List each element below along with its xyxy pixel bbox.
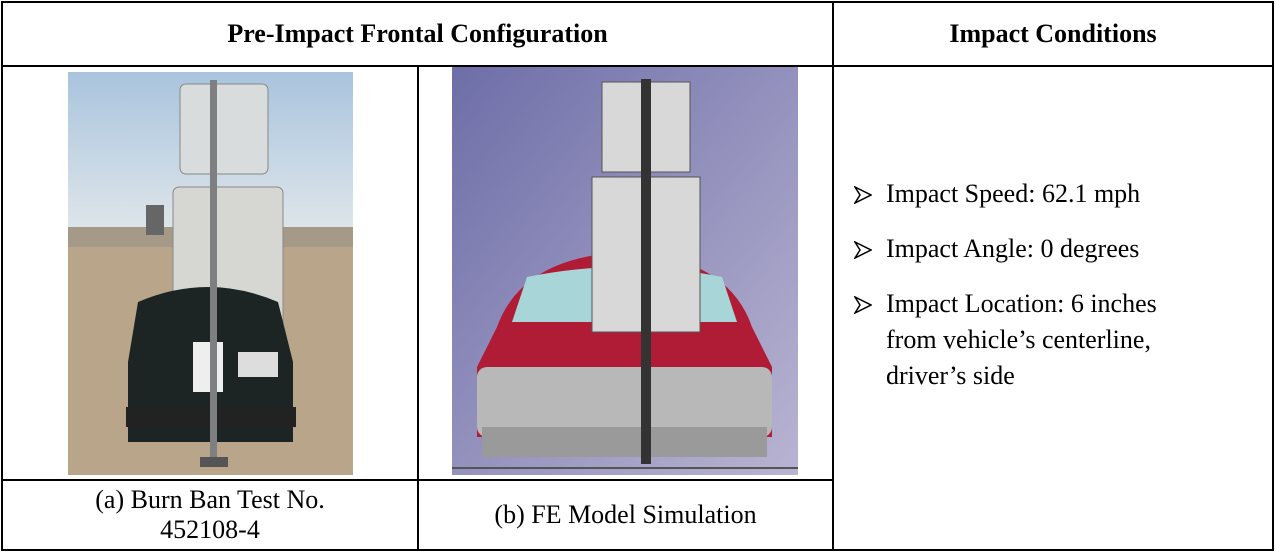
condition-item: Impact Angle: 0 degrees xyxy=(850,231,1250,267)
bullet-arrow xyxy=(854,296,872,314)
condition-text: Impact Speed: 62.1 mph xyxy=(886,179,1141,208)
caption: (a) Burn Ban Test No. 452108-4 xyxy=(3,485,417,545)
border xyxy=(1,65,1274,67)
border xyxy=(1,1,3,551)
header: Pre-Impact Frontal Configuration xyxy=(227,19,608,48)
condition-text: Impact Location: 6 inches from vehicle’s… xyxy=(886,289,1157,390)
condition-item: Impact Speed: 62.1 mph xyxy=(850,176,1250,212)
conditions-list: Impact Speed: 62.1 mph Impact Angle: 0 de… xyxy=(850,176,1250,413)
border xyxy=(417,65,419,551)
border xyxy=(1272,1,1274,551)
border xyxy=(1,1,1274,3)
condition-text: Impact Angle: 0 degrees xyxy=(886,234,1140,263)
header: Impact Conditions xyxy=(949,19,1157,48)
bullet-arrow xyxy=(854,241,872,259)
fe-model-image xyxy=(452,67,798,475)
border xyxy=(832,1,834,551)
border xyxy=(1,549,1274,551)
caption-text: (a) Burn Ban Test No. 452108-4 xyxy=(95,485,325,544)
bullet-arrow xyxy=(854,186,872,204)
caption: (b) FE Model Simulation xyxy=(494,500,757,529)
condition-item: Impact Location: 6 inches from vehicle’s… xyxy=(850,286,1196,394)
border xyxy=(1,479,834,481)
test-photo xyxy=(68,72,353,475)
